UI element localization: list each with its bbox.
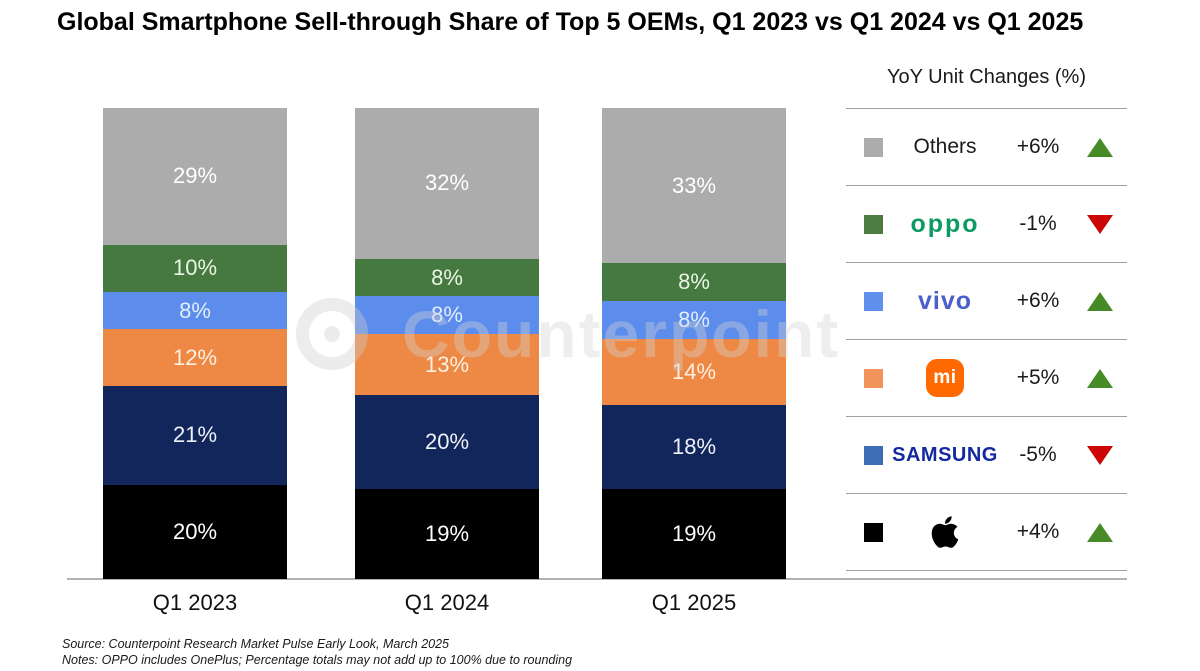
oppo-logo: oppo	[910, 209, 980, 238]
x-axis-label-q1-2024: Q1 2024	[404, 590, 490, 615]
segment-xiaomi-q1-2024: 13%	[355, 334, 539, 396]
samsung-trend-cell	[1087, 445, 1113, 465]
oppo-color-swatch	[864, 214, 883, 234]
segment-value-label: 20%	[424, 429, 470, 455]
segment-value-label: 32%	[424, 170, 470, 196]
apple-color-swatch	[864, 522, 883, 542]
mi-logo-text: mi	[933, 367, 957, 388]
segment-value-label: 12%	[172, 344, 218, 370]
segment-value-label: 8%	[431, 302, 463, 328]
x-axis-line	[67, 578, 1127, 580]
segment-oppo-q1-2023: 10%	[103, 244, 287, 292]
apple-yoy-change-value: +4%	[1016, 520, 1060, 543]
segment-others-q1-2025: 33%	[602, 108, 786, 264]
triangle-up-icon	[1087, 368, 1113, 388]
segment-value-label: 33%	[671, 172, 717, 198]
samsung-color-swatch	[864, 445, 883, 465]
others-logo-cell: Others	[883, 135, 1007, 159]
samsung-logo: SAMSUNG	[892, 443, 998, 466]
bar-q1-2025: 33% 8% 8% 14% 18% 19%	[602, 108, 786, 579]
legend-row-vivo: vivo +6%	[846, 263, 1127, 340]
segment-value-label: 19%	[671, 521, 717, 547]
segment-others-q1-2024: 32%	[355, 108, 539, 259]
legend-row-others: Others +6%	[846, 109, 1127, 186]
others-label: Others	[913, 135, 977, 158]
segment-value-label: 8%	[179, 297, 211, 323]
legend-title: YoY Unit Changes (%)	[886, 66, 1086, 88]
segment-vivo-q1-2024: 8%	[355, 296, 539, 335]
bar-q1-2023: 29% 10% 8% 12% 21% 20%	[103, 108, 287, 579]
samsung-yoy-change-value: -5%	[1019, 443, 1057, 466]
bar-q1-2024: 32% 8% 8% 13% 20% 19%	[355, 108, 539, 579]
xiaomi-yoy-change-value: +5%	[1016, 366, 1060, 389]
x-axis-label-q1-2023: Q1 2023	[152, 590, 238, 615]
triangle-up-icon	[1087, 137, 1113, 157]
segment-value-label: 19%	[424, 521, 470, 547]
samsung-logo-cell: SAMSUNG	[883, 444, 1007, 467]
triangle-down-icon	[1087, 214, 1113, 234]
segment-samsung-q1-2024: 20%	[355, 395, 539, 490]
segment-oppo-q1-2024: 8%	[355, 258, 539, 297]
others-yoy-change-value: +6%	[1016, 135, 1060, 158]
triangle-down-icon	[1087, 445, 1113, 465]
legend-row-samsung: SAMSUNG -5%	[846, 417, 1127, 494]
apple-trend-cell	[1087, 522, 1113, 542]
vivo-logo: vivo	[917, 286, 973, 315]
triangle-up-icon	[1087, 291, 1113, 311]
oppo-logo-cell: oppo	[883, 210, 1007, 239]
apple-logo-cell	[883, 511, 1007, 553]
segment-vivo-q1-2023: 8%	[103, 291, 287, 330]
segment-apple-q1-2024: 19%	[355, 489, 539, 579]
source-line: Source: Counterpoint Research Market Pul…	[62, 637, 449, 651]
vivo-trend-cell	[1087, 291, 1113, 311]
apple-logo-icon	[931, 516, 959, 548]
source-notes: Source: Counterpoint Research Market Pul…	[62, 637, 572, 668]
segment-oppo-q1-2025: 8%	[602, 263, 786, 302]
legend-row-oppo: oppo -1%	[846, 186, 1127, 263]
chart-title: Global Smartphone Sell-through Share of …	[57, 8, 1084, 36]
segment-value-label: 14%	[671, 358, 717, 384]
xiaomi-logo-cell: mi	[883, 359, 1007, 397]
others-color-swatch	[864, 137, 883, 157]
segment-samsung-q1-2023: 21%	[103, 385, 287, 485]
others-trend-cell	[1087, 137, 1113, 157]
segment-value-label: 13%	[424, 351, 470, 377]
segment-value-label: 10%	[172, 255, 218, 281]
segment-xiaomi-q1-2025: 14%	[602, 338, 786, 405]
legend-panel: YoY Unit Changes (%) Others +6% oppo -1% viv…	[846, 62, 1127, 571]
segment-value-label: 18%	[671, 434, 717, 460]
segment-vivo-q1-2025: 8%	[602, 301, 786, 339]
notes-line: Notes: OPPO includes OnePlus; Percentage…	[62, 652, 573, 667]
segment-samsung-q1-2025: 18%	[602, 404, 786, 490]
x-axis-label-q1-2025: Q1 2025	[651, 590, 737, 615]
triangle-up-icon	[1087, 522, 1113, 542]
segment-value-label: 21%	[172, 422, 218, 448]
segment-value-label: 29%	[172, 163, 218, 189]
legend-row-xiaomi: mi +5%	[846, 340, 1127, 417]
segment-apple-q1-2025: 19%	[602, 489, 786, 579]
segment-value-label: 8%	[678, 269, 710, 295]
oppo-trend-cell	[1087, 214, 1113, 234]
xiaomi-mi-logo: mi	[926, 359, 964, 397]
vivo-logo-cell: vivo	[883, 287, 1007, 316]
vivo-color-swatch	[864, 291, 883, 311]
xiaomi-trend-cell	[1087, 368, 1113, 388]
oppo-yoy-change-value: -1%	[1019, 212, 1057, 235]
segment-others-q1-2023: 29%	[103, 108, 287, 245]
legend-row-apple: +4%	[846, 494, 1127, 571]
segment-value-label: 20%	[172, 518, 218, 544]
segment-apple-q1-2023: 20%	[103, 484, 287, 579]
segment-value-label: 8%	[678, 306, 710, 332]
legend-rows: Others +6% oppo -1% vivo +6% mi +5% SAMSUNG -5% +4…	[846, 108, 1127, 571]
segment-value-label: 8%	[431, 264, 463, 290]
xiaomi-color-swatch	[864, 368, 883, 388]
segment-xiaomi-q1-2023: 12%	[103, 329, 287, 386]
vivo-yoy-change-value: +6%	[1016, 289, 1060, 312]
